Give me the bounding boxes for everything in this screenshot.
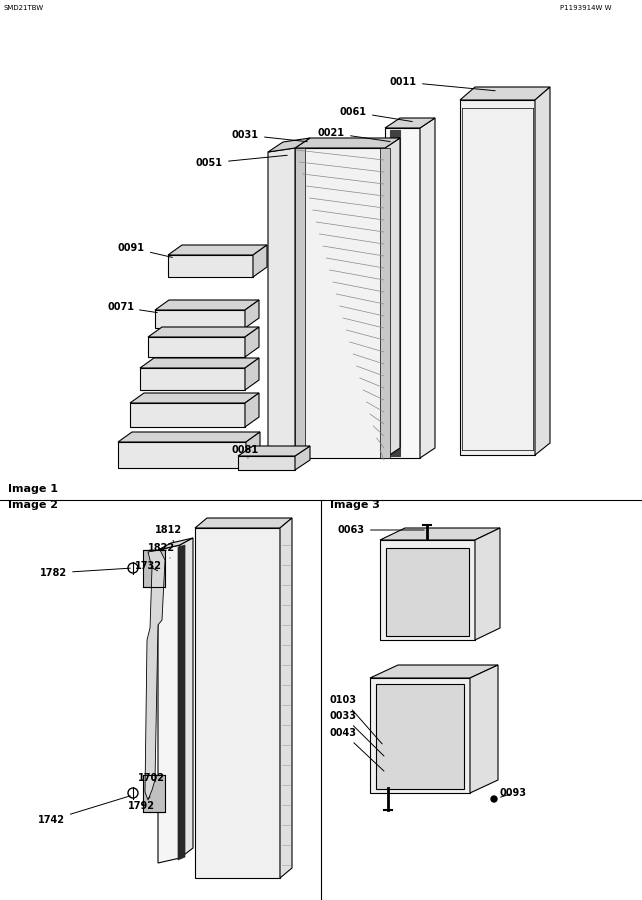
Polygon shape bbox=[245, 327, 259, 357]
Circle shape bbox=[128, 563, 138, 573]
Text: 1702: 1702 bbox=[138, 773, 165, 783]
Polygon shape bbox=[295, 138, 400, 148]
Polygon shape bbox=[385, 118, 435, 128]
Polygon shape bbox=[143, 775, 165, 812]
Polygon shape bbox=[380, 528, 500, 540]
Text: 1782: 1782 bbox=[40, 568, 130, 578]
Polygon shape bbox=[460, 87, 550, 100]
Text: 0011: 0011 bbox=[390, 77, 495, 91]
Polygon shape bbox=[140, 358, 259, 368]
Polygon shape bbox=[130, 393, 259, 403]
Polygon shape bbox=[535, 87, 550, 455]
Text: 1822: 1822 bbox=[148, 543, 175, 558]
Polygon shape bbox=[178, 545, 185, 860]
Text: Image 3: Image 3 bbox=[330, 500, 380, 510]
Text: 0063: 0063 bbox=[338, 525, 424, 535]
Polygon shape bbox=[145, 550, 165, 800]
Polygon shape bbox=[245, 300, 259, 328]
Polygon shape bbox=[238, 446, 310, 456]
Polygon shape bbox=[390, 130, 400, 456]
Text: 0103: 0103 bbox=[330, 695, 382, 744]
Text: 1812: 1812 bbox=[155, 525, 182, 543]
Polygon shape bbox=[168, 245, 267, 255]
Text: 1742: 1742 bbox=[38, 796, 130, 825]
Polygon shape bbox=[280, 518, 292, 878]
Polygon shape bbox=[143, 550, 165, 587]
Polygon shape bbox=[130, 403, 245, 427]
Text: SMD21TBW: SMD21TBW bbox=[4, 5, 44, 11]
Polygon shape bbox=[148, 337, 245, 357]
Polygon shape bbox=[385, 138, 400, 458]
Text: 0033: 0033 bbox=[330, 711, 384, 756]
Polygon shape bbox=[195, 518, 292, 528]
Polygon shape bbox=[380, 540, 475, 640]
Text: 0071: 0071 bbox=[107, 302, 157, 312]
Polygon shape bbox=[370, 678, 470, 793]
Circle shape bbox=[491, 796, 497, 802]
Polygon shape bbox=[245, 358, 259, 390]
Polygon shape bbox=[380, 148, 390, 458]
Polygon shape bbox=[268, 148, 295, 462]
Text: 0093: 0093 bbox=[500, 788, 527, 798]
Text: 0091: 0091 bbox=[118, 243, 172, 257]
Polygon shape bbox=[253, 245, 267, 277]
Text: 0061: 0061 bbox=[340, 107, 412, 122]
Text: 1792: 1792 bbox=[128, 797, 155, 811]
Polygon shape bbox=[385, 128, 420, 458]
Text: 1732: 1732 bbox=[135, 561, 162, 571]
Polygon shape bbox=[370, 665, 498, 678]
Polygon shape bbox=[460, 100, 535, 455]
Polygon shape bbox=[180, 538, 193, 858]
Circle shape bbox=[128, 788, 138, 798]
Polygon shape bbox=[420, 118, 435, 458]
Polygon shape bbox=[195, 528, 280, 878]
Polygon shape bbox=[246, 432, 260, 468]
Text: 0021: 0021 bbox=[318, 128, 390, 141]
Text: Image 2: Image 2 bbox=[8, 500, 58, 510]
Polygon shape bbox=[140, 368, 245, 390]
Polygon shape bbox=[118, 442, 246, 468]
Polygon shape bbox=[168, 255, 253, 277]
Polygon shape bbox=[470, 665, 498, 793]
Polygon shape bbox=[295, 446, 310, 470]
Polygon shape bbox=[238, 456, 295, 470]
Polygon shape bbox=[155, 310, 245, 328]
Polygon shape bbox=[386, 548, 469, 636]
Text: 0031: 0031 bbox=[232, 130, 308, 141]
Polygon shape bbox=[158, 545, 180, 863]
Polygon shape bbox=[268, 138, 310, 152]
Text: 0051: 0051 bbox=[196, 156, 287, 168]
Text: 0043: 0043 bbox=[330, 728, 384, 771]
Polygon shape bbox=[245, 393, 259, 427]
Text: 0081: 0081 bbox=[232, 445, 259, 458]
Polygon shape bbox=[376, 684, 464, 789]
Text: P1193914W W: P1193914W W bbox=[560, 5, 611, 11]
Text: Image 1: Image 1 bbox=[8, 484, 58, 494]
Polygon shape bbox=[155, 300, 259, 310]
Polygon shape bbox=[148, 327, 259, 337]
Polygon shape bbox=[118, 432, 260, 442]
Polygon shape bbox=[295, 148, 385, 458]
Polygon shape bbox=[475, 528, 500, 640]
Polygon shape bbox=[295, 148, 305, 458]
Polygon shape bbox=[158, 538, 193, 550]
